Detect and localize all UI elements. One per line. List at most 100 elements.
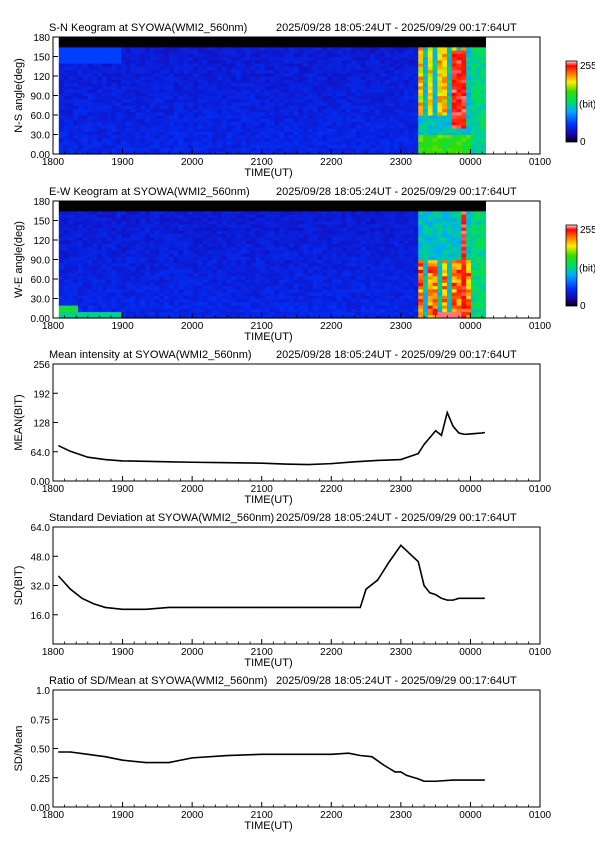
data-point: [440, 597, 443, 599]
y-tick-label: 32.0: [31, 582, 51, 593]
x-tick-label: 1900: [111, 321, 134, 332]
data-point: [226, 606, 228, 609]
x-tick-label: 2300: [390, 647, 413, 658]
x-axis-label: TIME(UT): [244, 657, 292, 669]
x-tick-label: 0000: [459, 647, 482, 658]
data-point: [452, 779, 454, 781]
data-point: [371, 755, 373, 758]
data-point: [347, 752, 350, 754]
x-tick-label: 2100: [251, 321, 274, 332]
data-point: [69, 588, 72, 590]
colorbar-max-label: 255: [580, 61, 595, 72]
data-point: [483, 597, 486, 599]
data-point: [434, 780, 437, 782]
data-point: [359, 754, 361, 757]
data-point: [295, 606, 298, 609]
data-point: [452, 599, 454, 601]
x-tick-label: 2000: [181, 321, 204, 332]
x-tick-label: 2000: [181, 810, 204, 821]
x-tick-label: 1900: [111, 810, 134, 821]
x-tick-label: 1800: [42, 321, 65, 332]
series-line: [58, 751, 485, 783]
data-point: [69, 450, 72, 452]
x-tick-label: 2200: [320, 157, 343, 168]
data-point: [481, 432, 483, 434]
y-tick-label: 256: [33, 360, 50, 371]
y-axis-label: SD/Mean: [13, 726, 25, 772]
data-point: [168, 461, 170, 463]
data-point: [121, 759, 124, 761]
data-point: [376, 579, 379, 581]
data-point: [121, 608, 124, 610]
x-axis-label: TIME(UT): [244, 494, 292, 506]
colorbar-gradient: [565, 224, 578, 307]
x-tick-label: 0000: [459, 484, 482, 495]
x-tick-label: 2100: [251, 810, 274, 821]
data-point: [469, 433, 472, 435]
data-point: [440, 434, 443, 436]
plot-frame: [52, 526, 541, 645]
data-point: [226, 754, 228, 757]
colorbar-unit-label: (bit): [579, 100, 595, 111]
data-point: [423, 780, 425, 782]
keogram-image: [58, 201, 486, 319]
y-tick-label: 60.0: [31, 111, 51, 122]
x-tick-label: 0100: [529, 321, 552, 332]
data-point: [475, 432, 477, 435]
y-tick-label: 1.0: [36, 686, 50, 697]
panel-4: Standard Deviation at SYOWA(WMI2_560nm) 2…: [49, 512, 517, 524]
colorbar-min-label: 0: [580, 137, 586, 148]
panel-time-range: 2025/09/28 18:05:24UT - 2025/09/29 00:17…: [276, 22, 517, 34]
x-tick-label: 2000: [181, 484, 204, 495]
data-point: [483, 431, 486, 434]
x-tick-label: 2300: [390, 484, 413, 495]
panel-title: E-W Keogram at SYOWA(WMI2_560nm): [49, 186, 250, 198]
x-tick-label: 2200: [320, 810, 343, 821]
data-point: [475, 597, 477, 599]
x-tick-label: 1800: [42, 810, 65, 821]
x-tick-label: 1900: [111, 647, 134, 658]
data-point: [483, 779, 486, 781]
data-point: [261, 462, 263, 464]
colorbar: 255 (bit) 0: [565, 60, 595, 148]
data-point: [446, 599, 448, 601]
y-tick-label: 16.0: [31, 611, 51, 622]
y-tick-label: 0.75: [31, 715, 51, 726]
data-point: [400, 771, 402, 773]
y-tick-label: 60.0: [31, 275, 51, 286]
data-point: [429, 436, 431, 439]
x-tick-label: 2100: [251, 647, 274, 658]
data-point: [353, 461, 356, 463]
y-tick-label: 30.0: [31, 131, 51, 142]
y-tick-label: 180: [33, 197, 50, 208]
colorbar-min-label: 0: [580, 301, 586, 312]
data-point: [434, 593, 437, 596]
data-point: [400, 458, 402, 461]
series-line: [58, 544, 485, 611]
y-tick-label: 120: [33, 236, 50, 247]
series-line: [58, 409, 485, 466]
x-tick-label: 2300: [390, 157, 413, 168]
data-point: [168, 606, 170, 609]
data-point: [261, 753, 263, 756]
data-point: [307, 463, 309, 466]
data-point: [475, 779, 477, 781]
y-tick-label: 0.00: [31, 477, 51, 488]
y-axis-label: N-S angle(deg): [13, 58, 25, 133]
panel-title: Ratio of SD/Mean at SYOWA(WMI2_560nm): [49, 675, 267, 687]
y-tick-label: 0.00: [31, 150, 51, 161]
data-point: [191, 757, 193, 759]
colorbar-unit-label: (bit): [579, 264, 595, 275]
data-point: [330, 462, 332, 465]
data-point: [58, 445, 60, 447]
data-point: [463, 433, 466, 436]
x-tick-label: 1800: [42, 647, 65, 658]
data-point: [284, 753, 286, 756]
data-point: [330, 606, 332, 609]
data-point: [69, 751, 72, 753]
colorbar: 255 (bit) 0: [565, 224, 595, 312]
data-point: [104, 458, 106, 461]
data-point: [481, 597, 483, 599]
plot-frame: [52, 363, 541, 482]
